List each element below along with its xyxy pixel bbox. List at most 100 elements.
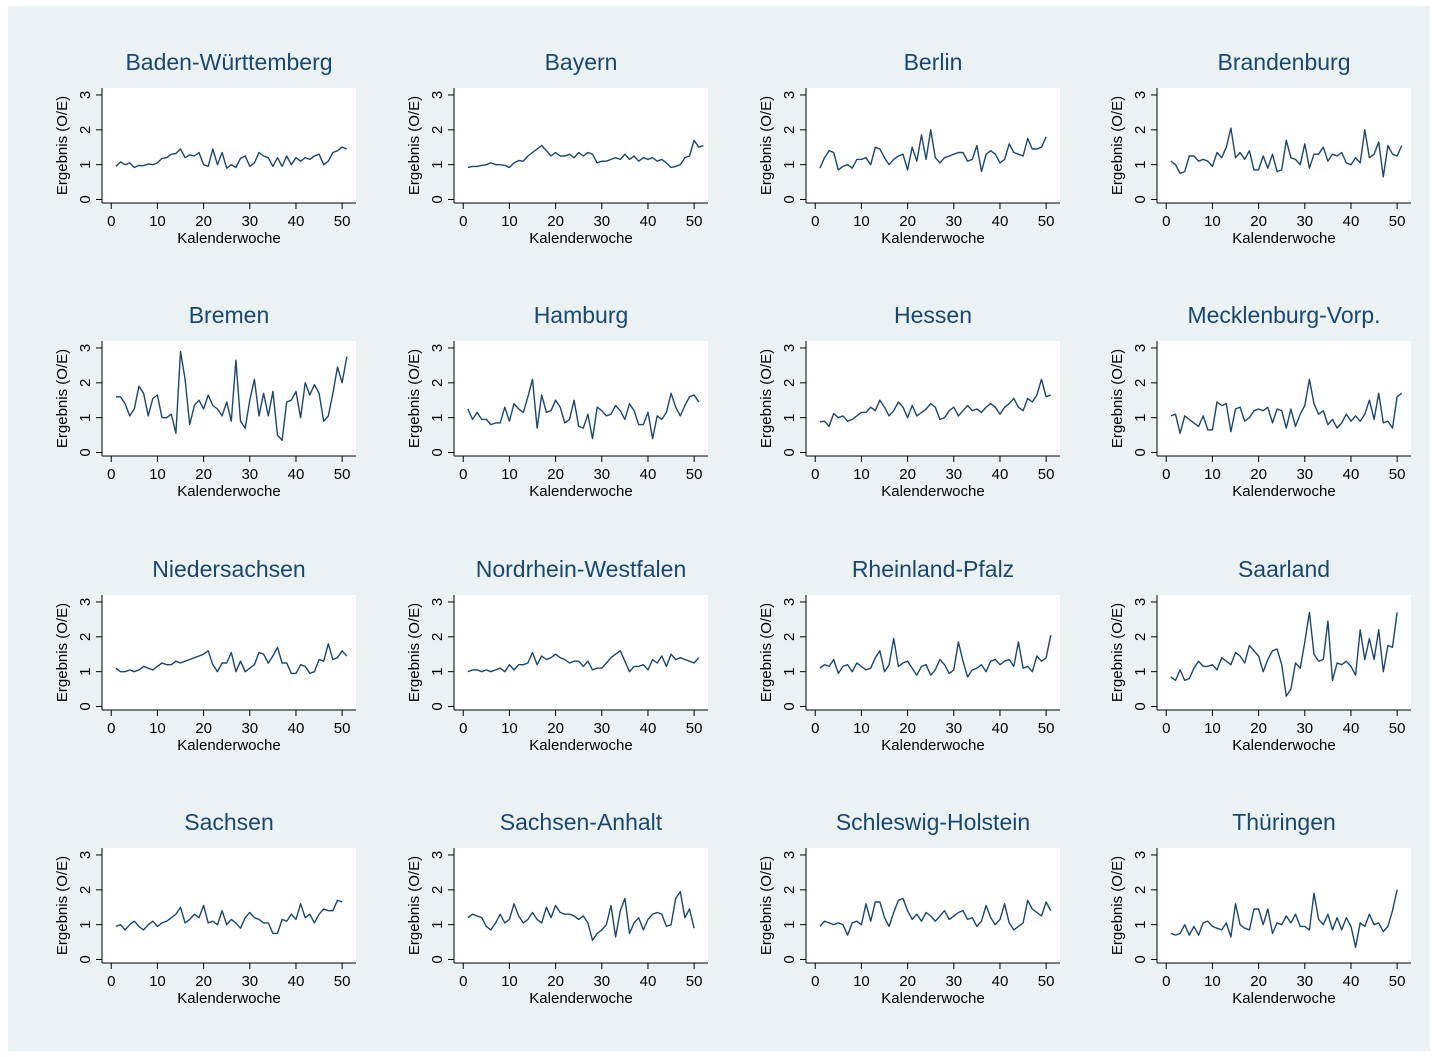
y-axis-label: Ergebnis (O/E) bbox=[1109, 856, 1126, 955]
x-tick-label: 10 bbox=[149, 973, 166, 990]
y-tick-label: 0 bbox=[1132, 955, 1149, 963]
x-tick-label: 40 bbox=[1343, 213, 1360, 230]
x-tick-label: 30 bbox=[1296, 213, 1313, 230]
x-tick-label: 30 bbox=[945, 973, 962, 990]
x-tick-label: 30 bbox=[1296, 720, 1313, 737]
plot-area bbox=[806, 848, 1060, 963]
y-tick-label: 1 bbox=[77, 667, 94, 675]
x-tick-label: 0 bbox=[811, 973, 819, 990]
plot-area bbox=[806, 341, 1060, 456]
y-tick-label: 1 bbox=[781, 667, 798, 675]
plot-area bbox=[1157, 341, 1411, 456]
x-tick-label: 40 bbox=[992, 973, 1009, 990]
y-tick-label: 3 bbox=[77, 91, 94, 99]
y-tick-label: 3 bbox=[1132, 344, 1149, 352]
x-tick-label: 20 bbox=[1250, 973, 1267, 990]
x-axis-label: Kalenderwoche bbox=[177, 483, 280, 500]
x-tick-label: 50 bbox=[686, 466, 703, 483]
y-tick-label: 0 bbox=[429, 955, 446, 963]
y-tick-label: 0 bbox=[1132, 448, 1149, 456]
x-tick-label: 0 bbox=[811, 466, 819, 483]
y-tick-label: 1 bbox=[77, 920, 94, 928]
series-line bbox=[467, 139, 704, 169]
x-axis-label: Kalenderwoche bbox=[881, 483, 984, 500]
y-axis-label: Ergebnis (O/E) bbox=[1109, 603, 1126, 702]
x-tick-label: 20 bbox=[547, 213, 564, 230]
x-tick-label: 30 bbox=[593, 213, 610, 230]
x-axis-label: Kalenderwoche bbox=[529, 230, 632, 247]
y-tick-label: 1 bbox=[77, 160, 94, 168]
x-tick-label: 10 bbox=[1204, 213, 1221, 230]
y-tick-label: 0 bbox=[77, 448, 94, 456]
y-tick-label: 0 bbox=[1132, 195, 1149, 203]
y-tick-label: 3 bbox=[781, 344, 798, 352]
y-tick-label: 2 bbox=[77, 379, 94, 387]
panel-title: Sachsen bbox=[184, 809, 274, 835]
y-axis-label: Ergebnis (O/E) bbox=[758, 603, 775, 702]
x-tick-label: 20 bbox=[899, 466, 916, 483]
panel-title: Brandenburg bbox=[1218, 49, 1351, 75]
panel-title: Bayern bbox=[545, 49, 618, 75]
y-tick-label: 0 bbox=[77, 702, 94, 710]
x-tick-label: 50 bbox=[334, 720, 351, 737]
series-line bbox=[115, 146, 348, 169]
x-tick-label: 10 bbox=[853, 213, 870, 230]
y-tick-label: 1 bbox=[781, 160, 798, 168]
x-tick-label: 50 bbox=[686, 973, 703, 990]
y-tick-label: 0 bbox=[781, 448, 798, 456]
x-tick-label: 20 bbox=[899, 213, 916, 230]
y-tick-label: 1 bbox=[429, 667, 446, 675]
y-axis-label: Ergebnis (O/E) bbox=[758, 96, 775, 195]
panel-title: Saarland bbox=[1238, 556, 1330, 582]
y-tick-label: 2 bbox=[781, 379, 798, 387]
x-tick-label: 50 bbox=[686, 213, 703, 230]
x-tick-label: 0 bbox=[107, 466, 115, 483]
y-tick-label: 0 bbox=[781, 195, 798, 203]
y-tick-label: 2 bbox=[77, 126, 94, 134]
x-tick-label: 30 bbox=[241, 213, 258, 230]
x-tick-label: 50 bbox=[1389, 973, 1406, 990]
y-tick-label: 0 bbox=[77, 955, 94, 963]
plot-area bbox=[102, 595, 356, 710]
x-tick-label: 10 bbox=[149, 720, 166, 737]
y-tick-label: 0 bbox=[77, 195, 94, 203]
x-axis-label: Kalenderwoche bbox=[881, 990, 984, 1007]
x-tick-label: 50 bbox=[334, 973, 351, 990]
y-tick-label: 2 bbox=[77, 633, 94, 641]
x-tick-label: 10 bbox=[853, 720, 870, 737]
x-tick-label: 20 bbox=[195, 213, 212, 230]
y-tick-label: 2 bbox=[429, 126, 446, 134]
panel-title: Thüringen bbox=[1232, 809, 1336, 835]
plot-area bbox=[454, 341, 708, 456]
y-tick-label: 3 bbox=[781, 851, 798, 859]
series-line bbox=[115, 899, 343, 935]
x-tick-label: 50 bbox=[334, 213, 351, 230]
panel-title: Hessen bbox=[894, 302, 972, 328]
panel-title: Rheinland-Pfalz bbox=[852, 556, 1014, 582]
y-axis-label: Ergebnis (O/E) bbox=[406, 349, 423, 448]
x-tick-label: 40 bbox=[288, 973, 305, 990]
series-line bbox=[819, 129, 1047, 173]
x-axis-label: Kalenderwoche bbox=[177, 737, 280, 754]
x-tick-label: 40 bbox=[992, 466, 1009, 483]
x-tick-label: 10 bbox=[149, 466, 166, 483]
y-tick-label: 0 bbox=[781, 702, 798, 710]
series-line bbox=[819, 897, 1052, 936]
x-tick-label: 0 bbox=[1162, 466, 1170, 483]
x-tick-label: 0 bbox=[811, 720, 819, 737]
y-tick-label: 1 bbox=[1132, 920, 1149, 928]
y-tick-label: 3 bbox=[781, 598, 798, 606]
y-tick-label: 1 bbox=[781, 413, 798, 421]
y-axis-label: Ergebnis (O/E) bbox=[758, 349, 775, 448]
x-tick-label: 20 bbox=[195, 466, 212, 483]
y-tick-label: 3 bbox=[429, 344, 446, 352]
y-tick-label: 2 bbox=[77, 886, 94, 894]
x-tick-label: 40 bbox=[640, 720, 657, 737]
